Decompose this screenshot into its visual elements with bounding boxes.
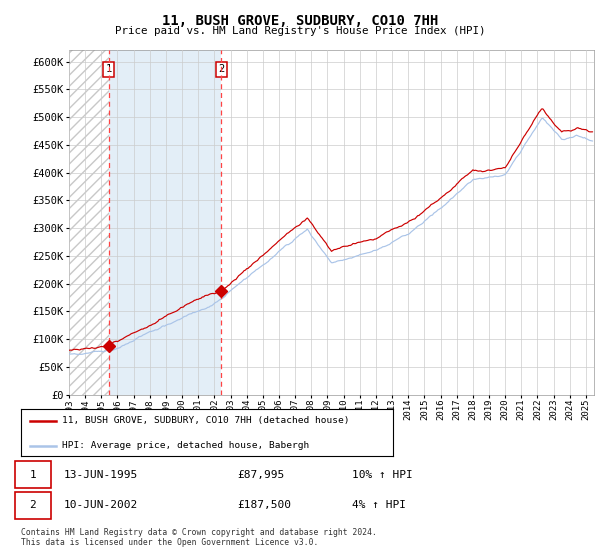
Text: Price paid vs. HM Land Registry's House Price Index (HPI): Price paid vs. HM Land Registry's House … (115, 26, 485, 36)
Text: 11, BUSH GROVE, SUDBURY, CO10 7HH: 11, BUSH GROVE, SUDBURY, CO10 7HH (162, 14, 438, 28)
Text: 1: 1 (29, 470, 37, 479)
FancyBboxPatch shape (16, 492, 50, 519)
Text: 10-JUN-2002: 10-JUN-2002 (64, 501, 138, 510)
FancyBboxPatch shape (16, 461, 50, 488)
Text: 13-JUN-1995: 13-JUN-1995 (64, 470, 138, 479)
Text: 4% ↑ HPI: 4% ↑ HPI (352, 501, 406, 510)
Text: 10% ↑ HPI: 10% ↑ HPI (352, 470, 412, 479)
Bar (109, 50, 221, 395)
Text: Contains HM Land Registry data © Crown copyright and database right 2024.
This d: Contains HM Land Registry data © Crown c… (21, 528, 377, 547)
Text: 2: 2 (29, 501, 37, 510)
Bar (69, 50, 109, 395)
Text: HPI: Average price, detached house, Babergh: HPI: Average price, detached house, Babe… (62, 441, 309, 450)
Text: 11, BUSH GROVE, SUDBURY, CO10 7HH (detached house): 11, BUSH GROVE, SUDBURY, CO10 7HH (detac… (62, 416, 349, 425)
Text: 1: 1 (106, 64, 112, 74)
Text: £187,500: £187,500 (238, 501, 292, 510)
Text: 2: 2 (218, 64, 224, 74)
Text: £87,995: £87,995 (238, 470, 285, 479)
